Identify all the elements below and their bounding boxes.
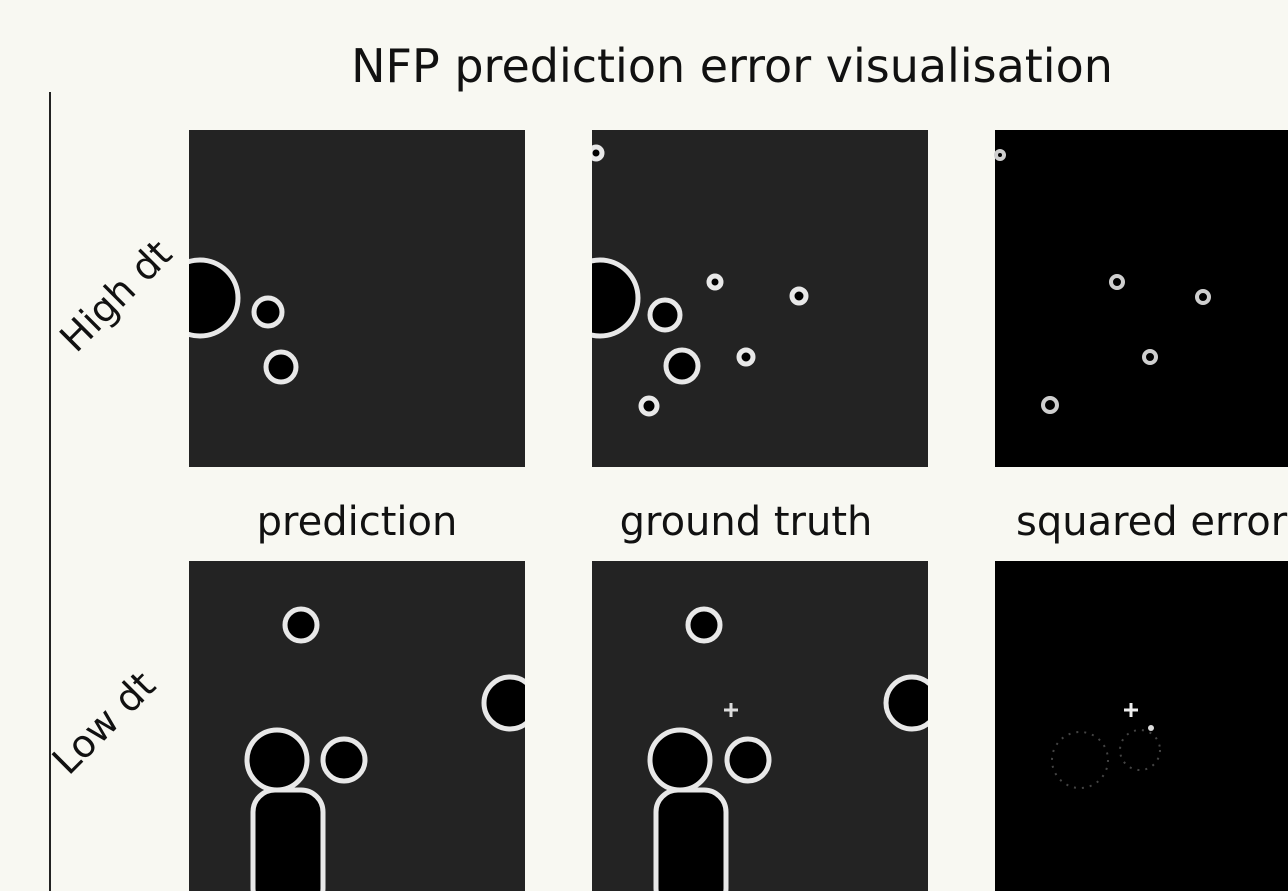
page: NFP prediction error visualisation [0,0,1288,891]
title: NFP prediction error visualisation [351,39,1113,93]
column-label: prediction [257,499,458,545]
panel [592,561,938,891]
column-label: ground truth [620,499,873,545]
panel [189,561,536,891]
panel [162,130,525,467]
panel [562,130,928,467]
slide: NFP prediction error visualisation [0,0,1288,891]
panel [995,561,1288,891]
column-label: squared error [1016,499,1288,545]
panel [995,130,1288,467]
